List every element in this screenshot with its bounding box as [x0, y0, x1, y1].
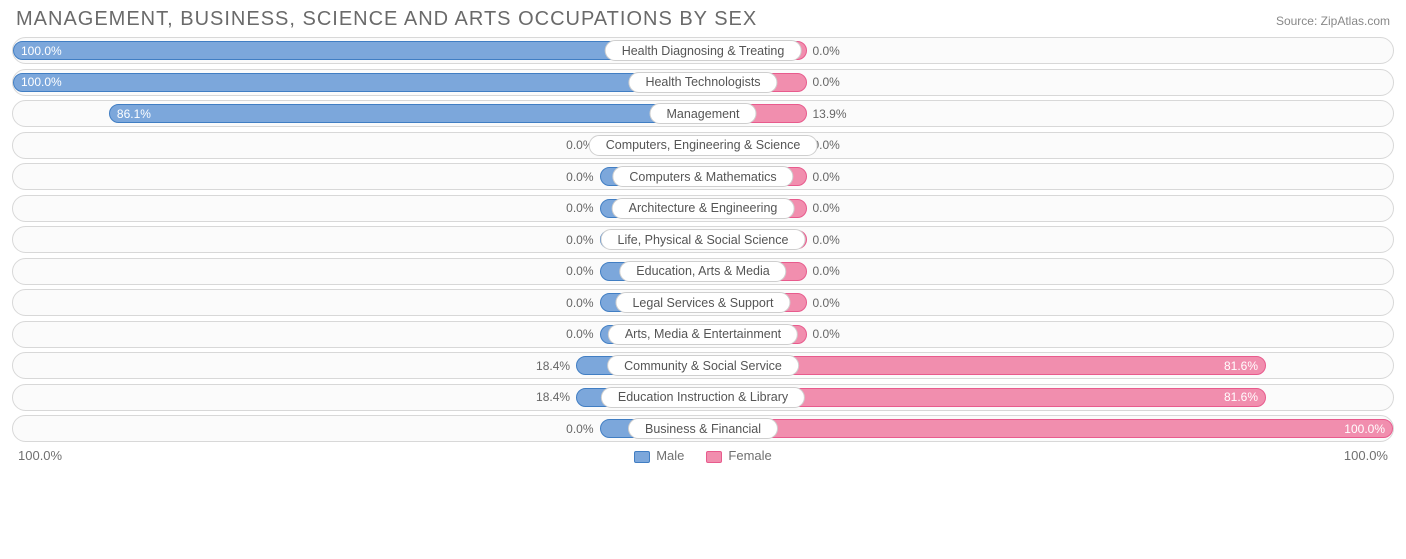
legend-female-label: Female [728, 448, 771, 463]
female-value: 81.6% [1224, 359, 1258, 373]
male-value: 0.0% [566, 327, 593, 341]
chart-row: 18.4% 81.6% Education Instruction & Librar… [12, 384, 1394, 411]
chart-row: 0.0% 0.0% Computers & Mathematics [12, 163, 1394, 190]
chart-row: 86.1% 13.9% Management [12, 100, 1394, 127]
chart-row: 0.0% 100.0% Business & Financial [12, 415, 1394, 442]
chart-row: 100.0% 0.0% Health Technologists [12, 69, 1394, 96]
category-label: Computers, Engineering & Science [589, 135, 818, 156]
category-label: Business & Financial [628, 418, 778, 439]
male-value: 18.4% [536, 390, 570, 404]
category-label: Life, Physical & Social Science [601, 229, 806, 250]
chart-row: 0.0% 0.0% Arts, Media & Entertainment [12, 321, 1394, 348]
chart-rows: 100.0%0.0%Health Diagnosing & Treating10… [12, 37, 1394, 442]
axis-right-label: 100.0% [1344, 448, 1388, 463]
female-value: 0.0% [813, 75, 840, 89]
legend: Male Female [634, 448, 772, 463]
female-value: 0.0% [813, 44, 840, 58]
male-bar [109, 104, 703, 123]
category-label: Arts, Media & Entertainment [608, 324, 798, 345]
female-value: 0.0% [813, 233, 840, 247]
category-label: Education, Arts & Media [619, 261, 786, 282]
category-label: Health Diagnosing & Treating [605, 40, 802, 61]
category-label: Community & Social Service [607, 355, 799, 376]
male-value: 0.0% [566, 264, 593, 278]
male-value: 0.0% [566, 201, 593, 215]
chart-row: 100.0% 0.0% Health Diagnosing & Treating [12, 37, 1394, 64]
female-value: 0.0% [813, 264, 840, 278]
category-label: Management [650, 103, 757, 124]
chart-row: 0.0% 0.0% Education, Arts & Media [12, 258, 1394, 285]
male-value: 0.0% [566, 233, 593, 247]
male-bar [13, 41, 703, 60]
category-label: Education Instruction & Library [601, 387, 805, 408]
chart-row: 0.0% 0.0% Legal Services & Support [12, 289, 1394, 316]
male-bar [13, 73, 703, 92]
chart-source: Source: ZipAtlas.com [1276, 14, 1390, 28]
legend-female: Female [706, 448, 771, 463]
chart-row: 18.4% 81.6% Community & Social Service [12, 352, 1394, 379]
male-value: 0.0% [566, 296, 593, 310]
legend-male-label: Male [656, 448, 684, 463]
category-label: Computers & Mathematics [612, 166, 793, 187]
male-value: 100.0% [21, 75, 62, 89]
female-value: 0.0% [813, 327, 840, 341]
female-value: 100.0% [1344, 422, 1385, 436]
category-label: Architecture & Engineering [612, 198, 795, 219]
chart-row: 0.0% 0.0% Architecture & Engineering [12, 195, 1394, 222]
chart-row: 0.0% 0.0% Life, Physical & Social Science [12, 226, 1394, 253]
chart-row: 0.0%0.0%Computers, Engineering & Science [12, 132, 1394, 159]
male-value: 100.0% [21, 44, 62, 58]
legend-male: Male [634, 448, 684, 463]
male-value: 18.4% [536, 359, 570, 373]
female-value: 0.0% [813, 296, 840, 310]
axis-left-label: 100.0% [18, 448, 62, 463]
female-value: 13.9% [813, 107, 847, 121]
male-value: 0.0% [566, 170, 593, 184]
female-value: 0.0% [813, 170, 840, 184]
female-bar [703, 419, 1393, 438]
female-value: 0.0% [813, 201, 840, 215]
female-value: 81.6% [1224, 390, 1258, 404]
male-value: 0.0% [566, 422, 593, 436]
male-value: 86.1% [117, 107, 151, 121]
category-label: Legal Services & Support [615, 292, 790, 313]
chart-title: MANAGEMENT, BUSINESS, SCIENCE AND ARTS O… [16, 8, 757, 31]
category-label: Health Technologists [628, 72, 777, 93]
